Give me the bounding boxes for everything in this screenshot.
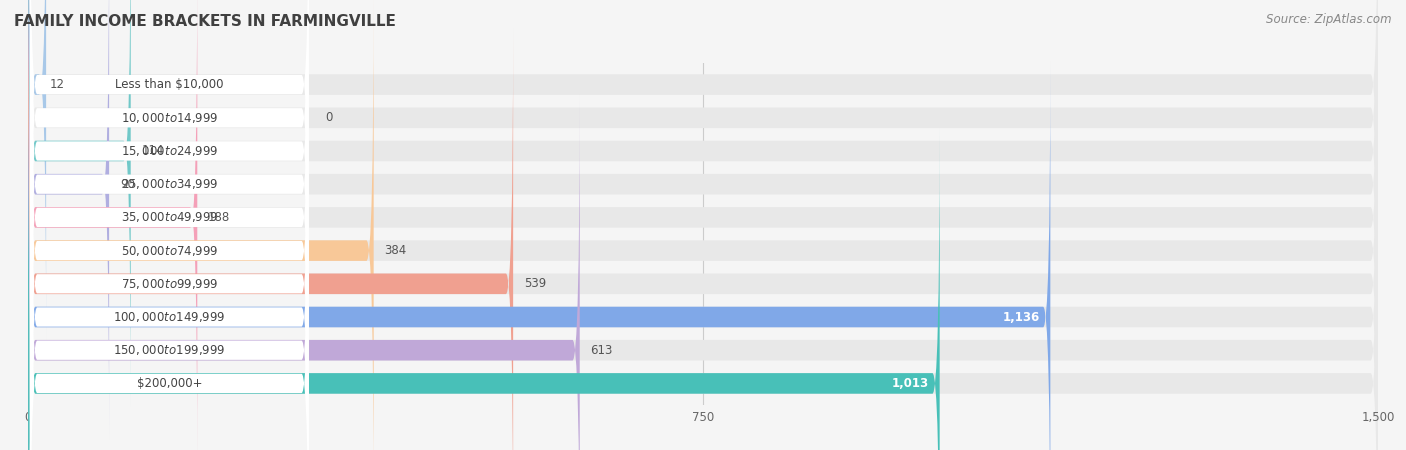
FancyBboxPatch shape <box>28 128 939 450</box>
FancyBboxPatch shape <box>28 0 1378 373</box>
Text: 1,013: 1,013 <box>891 377 929 390</box>
Text: 0: 0 <box>325 111 332 124</box>
Text: $75,000 to $99,999: $75,000 to $99,999 <box>121 277 218 291</box>
FancyBboxPatch shape <box>28 28 513 450</box>
Text: $50,000 to $74,999: $50,000 to $74,999 <box>121 243 218 257</box>
Text: 384: 384 <box>384 244 406 257</box>
Text: 613: 613 <box>591 344 613 357</box>
FancyBboxPatch shape <box>30 28 309 450</box>
FancyBboxPatch shape <box>30 0 309 450</box>
FancyBboxPatch shape <box>28 0 1378 450</box>
Text: $100,000 to $149,999: $100,000 to $149,999 <box>114 310 225 324</box>
FancyBboxPatch shape <box>28 62 1050 450</box>
FancyBboxPatch shape <box>28 0 110 440</box>
Text: $15,000 to $24,999: $15,000 to $24,999 <box>121 144 218 158</box>
FancyBboxPatch shape <box>28 62 1378 450</box>
Text: 12: 12 <box>49 78 65 91</box>
Text: Source: ZipAtlas.com: Source: ZipAtlas.com <box>1267 14 1392 27</box>
FancyBboxPatch shape <box>28 0 1378 406</box>
FancyBboxPatch shape <box>30 0 309 341</box>
FancyBboxPatch shape <box>30 0 309 407</box>
FancyBboxPatch shape <box>28 0 197 450</box>
FancyBboxPatch shape <box>28 95 1378 450</box>
Text: $200,000+: $200,000+ <box>136 377 202 390</box>
FancyBboxPatch shape <box>28 0 374 450</box>
FancyBboxPatch shape <box>28 128 1378 450</box>
Text: 539: 539 <box>524 277 546 290</box>
Text: $150,000 to $199,999: $150,000 to $199,999 <box>114 343 225 357</box>
FancyBboxPatch shape <box>28 95 579 450</box>
Text: 1,136: 1,136 <box>1002 310 1039 324</box>
Text: FAMILY INCOME BRACKETS IN FARMINGVILLE: FAMILY INCOME BRACKETS IN FARMINGVILLE <box>14 14 396 28</box>
FancyBboxPatch shape <box>30 94 309 450</box>
Text: 188: 188 <box>208 211 231 224</box>
FancyBboxPatch shape <box>30 61 309 450</box>
FancyBboxPatch shape <box>28 0 1378 450</box>
FancyBboxPatch shape <box>30 0 309 374</box>
Text: $25,000 to $34,999: $25,000 to $34,999 <box>121 177 218 191</box>
Text: Less than $10,000: Less than $10,000 <box>115 78 224 91</box>
FancyBboxPatch shape <box>30 127 309 450</box>
FancyBboxPatch shape <box>30 0 309 440</box>
FancyBboxPatch shape <box>28 0 1378 340</box>
Text: 90: 90 <box>120 178 135 191</box>
FancyBboxPatch shape <box>30 0 309 450</box>
FancyBboxPatch shape <box>28 0 131 406</box>
Text: $10,000 to $14,999: $10,000 to $14,999 <box>121 111 218 125</box>
Text: 114: 114 <box>142 144 165 158</box>
FancyBboxPatch shape <box>28 0 1378 440</box>
FancyBboxPatch shape <box>28 0 46 340</box>
FancyBboxPatch shape <box>28 28 1378 450</box>
Text: $35,000 to $49,999: $35,000 to $49,999 <box>121 211 218 225</box>
